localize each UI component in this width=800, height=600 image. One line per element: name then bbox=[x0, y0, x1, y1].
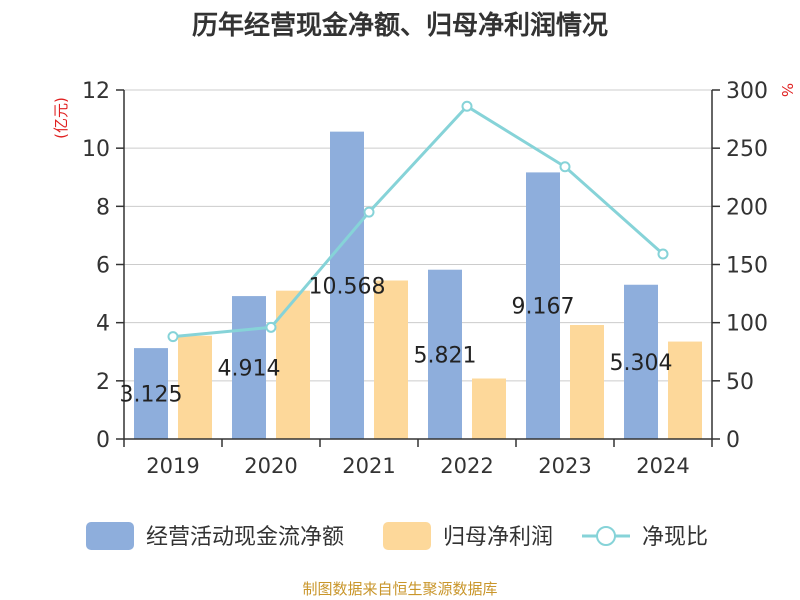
net-profit-bar bbox=[668, 341, 702, 439]
legend: 经营活动现金流净额 归母净利润 净现比 bbox=[86, 522, 708, 550]
x-tick-label: 2024 bbox=[636, 454, 689, 478]
chart-title: 历年经营现金净额、归母净利润情况 bbox=[192, 10, 608, 41]
right-tick-label: 200 bbox=[726, 195, 768, 220]
cashflow-data-label: 10.568 bbox=[309, 274, 386, 299]
ratio-point bbox=[363, 206, 375, 218]
left-tick-label: 8 bbox=[96, 195, 110, 220]
cashflow-bar bbox=[526, 172, 560, 440]
net-profit-bar bbox=[178, 335, 212, 439]
right-tick-label: 300 bbox=[726, 79, 768, 104]
cashflow-bar bbox=[232, 296, 266, 439]
cashflow-data-label: 3.125 bbox=[120, 383, 183, 408]
legend-label-cashflow: 经营活动现金流净额 bbox=[146, 525, 344, 550]
legend-label-net-profit: 归母净利润 bbox=[443, 525, 553, 550]
left-tick-label: 10 bbox=[82, 137, 110, 162]
ratio-line bbox=[172, 104, 664, 339]
ratio-point bbox=[657, 248, 669, 260]
right-tick-label: 150 bbox=[726, 254, 768, 279]
right-tick-label: 100 bbox=[726, 312, 768, 337]
legend-swatch-cashflow bbox=[86, 522, 134, 550]
right-tick-label: 50 bbox=[726, 370, 754, 395]
left-tick-label: 0 bbox=[96, 428, 110, 453]
gridlines bbox=[124, 89, 712, 382]
ratio-line-group bbox=[167, 100, 669, 343]
x-tick-label: 2021 bbox=[342, 454, 395, 478]
cashflow-data-label: 5.821 bbox=[414, 343, 477, 368]
net-profit-bar bbox=[276, 290, 310, 439]
ratio-point bbox=[265, 321, 277, 333]
cashflow-data-label: 9.167 bbox=[512, 295, 575, 320]
x-tick-label: 2019 bbox=[146, 454, 199, 478]
source-note: 制图数据来自恒生聚源数据库 bbox=[302, 580, 497, 598]
left-tick-label: 2 bbox=[96, 370, 110, 395]
ratio-point bbox=[559, 161, 571, 173]
left-tick-label: 6 bbox=[96, 254, 110, 279]
right-axis-label: % bbox=[778, 83, 796, 97]
cashflow-bar bbox=[624, 284, 658, 439]
legend-swatch-net-profit bbox=[383, 522, 431, 550]
left-axis-label: (亿元) bbox=[52, 97, 70, 139]
bar-group bbox=[134, 131, 702, 440]
ratio-point bbox=[167, 331, 179, 343]
legend-swatch-ratio-marker bbox=[596, 526, 616, 546]
left-tick-label: 4 bbox=[96, 312, 110, 337]
x-tick-label: 2022 bbox=[440, 454, 493, 478]
ratio-point bbox=[461, 100, 473, 112]
right-tick-label: 0 bbox=[726, 428, 740, 453]
left-tick-label: 12 bbox=[82, 79, 110, 104]
net-profit-bar bbox=[472, 378, 506, 439]
x-tick-label: 2023 bbox=[538, 454, 591, 478]
cashflow-bar bbox=[428, 269, 462, 439]
cashflow-data-label: 5.304 bbox=[610, 351, 673, 376]
cashflow-bar bbox=[134, 348, 168, 439]
cashflow-data-label: 4.914 bbox=[218, 357, 281, 382]
right-tick-label: 250 bbox=[726, 137, 768, 162]
x-tick-label: 2020 bbox=[244, 454, 297, 478]
net-profit-bar bbox=[374, 280, 408, 439]
data-labels: 3.125 4.914 10.568 5.821 9.167 5.304 bbox=[120, 274, 673, 407]
legend-label-ratio: 净现比 bbox=[642, 525, 708, 550]
net-profit-bar bbox=[570, 324, 604, 439]
axes: 0 2 4 6 8 10 12 0 50 100 150 200 250 300 2019 2020 2021 2… bbox=[82, 79, 768, 478]
cashflow-bar bbox=[330, 131, 364, 439]
